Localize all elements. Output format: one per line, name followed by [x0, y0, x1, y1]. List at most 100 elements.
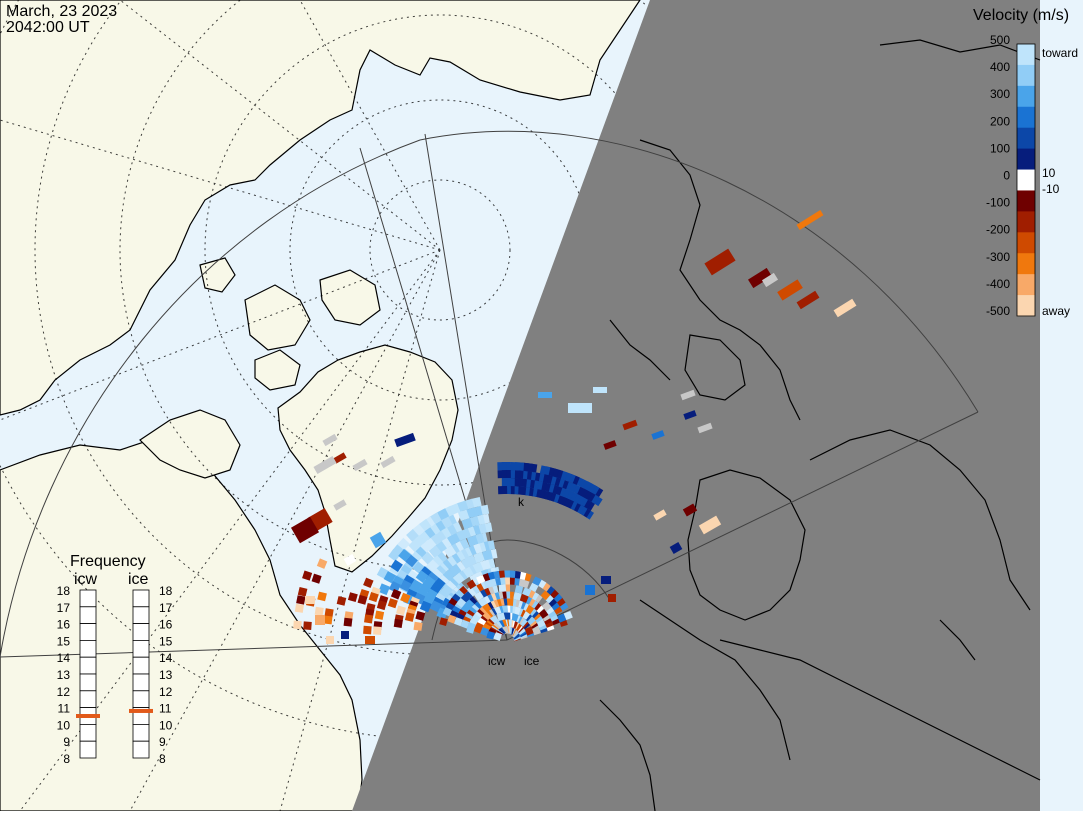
frequency-tick: 11	[58, 702, 71, 716]
legend-pos-small: 10	[1042, 166, 1056, 180]
velocity-cell	[563, 610, 573, 621]
velocity-cell	[496, 612, 506, 622]
legend-tick-label: 400	[990, 60, 1010, 74]
velocity-cell	[697, 422, 713, 434]
velocity-cell	[539, 465, 551, 476]
velocity-cell	[313, 456, 337, 474]
velocity-cell	[682, 503, 698, 517]
frequency-cell	[79, 673, 97, 692]
velocity-cell	[343, 554, 357, 566]
velocity-cell	[505, 598, 514, 606]
legend-swatch	[1017, 295, 1035, 317]
velocity-cell	[510, 461, 520, 471]
site-label-ice: ice	[524, 654, 540, 668]
velocity-cell	[513, 591, 522, 601]
velocity-cell	[369, 531, 387, 549]
velocity-cell	[498, 485, 508, 495]
legend-swatch	[1017, 106, 1035, 129]
velocity-cell	[476, 574, 486, 585]
velocity-cell	[761, 272, 779, 288]
velocity-cell	[341, 631, 349, 639]
velocity-cell	[293, 620, 302, 630]
frequency-tick: 9	[159, 735, 166, 749]
velocity-cell	[311, 573, 322, 584]
frequency-cell	[132, 724, 150, 742]
legend-swatch	[1017, 232, 1035, 254]
frequency-label-icw: icw	[74, 571, 98, 588]
velocity-cell	[429, 600, 442, 613]
velocity-cell	[406, 529, 419, 542]
velocity-cell	[514, 585, 524, 594]
land-island-1	[244, 284, 311, 351]
header-date: March, 23 2023	[6, 3, 117, 20]
velocity-cell	[568, 403, 592, 413]
legend-swatch	[1017, 190, 1035, 212]
frequency-cell	[79, 724, 97, 742]
legend-tick-label: 0	[1003, 169, 1010, 183]
night-coastlines	[599, 39, 1041, 812]
velocity-cell	[498, 584, 507, 593]
legend-swatch	[1017, 169, 1035, 191]
velocity-cell	[796, 290, 820, 310]
frequency-cell	[79, 623, 97, 641]
velocity-cell	[317, 591, 327, 602]
velocity-cell	[516, 486, 527, 496]
velocity-cell	[428, 545, 442, 558]
frequency-tick: 16	[159, 618, 173, 632]
velocity-cell	[326, 636, 334, 644]
velocity-cell	[290, 516, 320, 544]
velocity-cell	[601, 576, 611, 584]
velocity-cell	[396, 605, 406, 616]
frequency-tick: 17	[57, 601, 71, 615]
frequency-bars: 18 17 16 15 14 13 12 11 10 9 8 18 17 16 15 14 13 12 11 10 9 8	[57, 584, 173, 766]
legend-swatch	[1017, 148, 1035, 171]
legend-ticks: 500 400 300 200 100 0 -100 -200 -300 -400 -500	[986, 33, 1010, 318]
velocity-cells	[290, 210, 857, 644]
velocity-cell	[466, 535, 479, 547]
velocity-cell	[456, 597, 467, 608]
land-north-america	[0, 0, 641, 416]
velocity-cell	[333, 452, 347, 464]
legend-tick-label: 500	[990, 33, 1010, 47]
velocity-cell	[538, 609, 549, 619]
velocity-cell	[480, 627, 490, 637]
velocity-cell	[400, 592, 411, 604]
velocity-cell	[483, 579, 493, 589]
legend-tick-label: 100	[990, 141, 1010, 155]
velocity-cell	[460, 556, 474, 569]
velocity-cell	[443, 545, 457, 558]
legend-colorbar	[1016, 43, 1036, 317]
velocity-cell	[343, 617, 353, 627]
velocity-cell	[442, 607, 452, 617]
velocity-cell	[315, 615, 325, 625]
legend-tick-label: -100	[986, 196, 1010, 210]
frequency-tick: 11	[159, 702, 172, 716]
velocity-cell	[833, 298, 857, 318]
legend-tick-label: -300	[986, 250, 1010, 264]
velocity-cell	[405, 554, 418, 568]
legend-neg-small: -10	[1042, 182, 1060, 196]
frequency-tick: 18	[159, 584, 173, 598]
velocity-cell	[388, 581, 401, 593]
velocity-cell	[380, 455, 396, 469]
velocity-cell	[314, 606, 324, 616]
velocity-cell	[497, 461, 507, 471]
frequency-panel: Frequency icw ice 1817161514131211109818…	[57, 553, 173, 766]
velocity-cell	[538, 392, 552, 398]
frequency-tick: 17	[159, 601, 173, 615]
land-island-3	[254, 349, 301, 391]
velocity-cell	[439, 617, 448, 627]
frequency-tick: 12	[159, 685, 173, 699]
velocity-cell	[466, 579, 477, 590]
legend-frame	[1016, 43, 1036, 317]
velocity-legend: Velocity (m/s) 500 400 300 200 100 0 -100 -200 -…	[973, 7, 1078, 318]
legend-tick-label: -200	[986, 223, 1010, 237]
legend-title: Velocity (m/s)	[973, 7, 1069, 24]
velocity-cell	[297, 586, 308, 597]
velocity-cell	[357, 594, 368, 605]
velocity-cell	[453, 617, 463, 627]
velocity-cell	[387, 598, 398, 609]
velocity-cell	[323, 615, 333, 625]
frequency-tick: 12	[57, 685, 71, 699]
